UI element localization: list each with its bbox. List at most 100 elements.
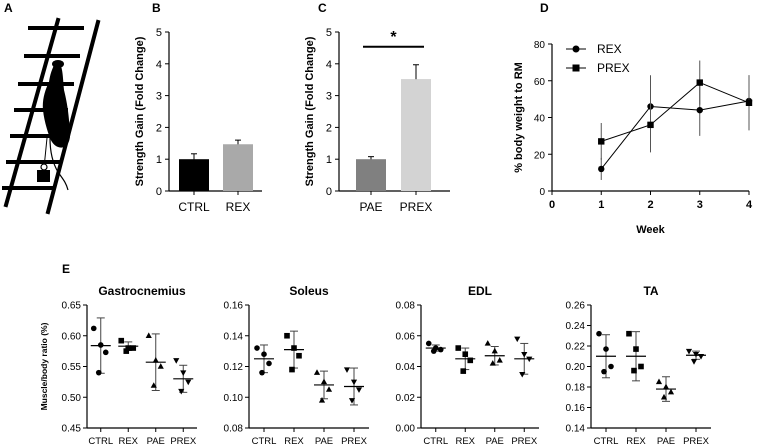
x-tick-label: PAE [359,200,382,214]
x-tick-label: REX [118,436,138,445]
data-point [603,346,609,352]
data-point [355,387,363,393]
x-tick-label: CTRL [594,436,619,445]
panel-label-b: B [152,1,161,15]
data-point [633,346,639,352]
chart-e-ta: 0.14 0.16 0.18 0.20 0.22 0.24 0.26 TA CTRL REX PAE… [566,284,711,445]
x-axis-title: Week [636,224,665,236]
x-tick-label: CTRL [88,436,113,445]
x-tick-label: 4 [746,199,753,211]
chart-e-gastrocnemius: 0.45 0.50 0.55 0.60 0.65 Gastrocnemius Muscle/… [39,284,197,445]
x-tick-label: 3 [697,199,703,211]
data-point [662,383,670,390]
legend-label-prex: PREX [597,61,630,75]
data-point [455,345,462,351]
chart-e-edl: 0.00 0.02 0.04 0.06 0.08 EDL CTRL REX PAE PREX [396,284,539,445]
data-point [90,325,97,332]
y-tick-label: 40 [534,114,546,125]
y-tick-label: 0.02 [396,393,416,404]
y-tick-label: 0.12 [224,362,244,373]
data-point [348,398,356,404]
y-tick-label: 0.60 [62,331,82,342]
data-point [631,367,637,374]
panel-label-a: A [4,1,13,15]
data-point [460,368,467,374]
y-tick-label: 0.14 [566,424,586,435]
data-point [596,330,602,337]
data-point [601,368,607,375]
y-tick-label: 20 [534,150,546,161]
y-axis-title: Strength Gain (Fold Change) [304,36,316,186]
data-point [261,351,267,358]
y-tick-label: 60 [534,77,546,88]
data-point-prex [745,99,753,106]
data-point [259,369,265,376]
y-tick-label: 0.08 [224,424,244,435]
x-tick-label: PREX [341,436,368,445]
y-tick-label: 80 [534,40,546,51]
data-point [655,378,663,385]
data-point [437,346,444,353]
data-point [489,360,496,366]
panel-label-d: D [540,1,549,15]
chart-e-soleus: 0.08 0.10 0.12 0.14 0.16 Soleus CTRL REX PAE PREX [224,284,369,445]
data-point [519,371,526,378]
data-point [289,366,295,373]
legend-marker-prex [572,64,580,72]
data-point [180,370,187,377]
data-point [526,356,533,363]
data-point [697,354,705,360]
y-tick-label: 2 [326,122,332,134]
chart-title: TA [643,284,658,298]
y-tick-label: 0.14 [224,331,244,342]
y-tick-label: 0.04 [396,362,416,373]
chart-title: Gastrocnemius [98,284,186,298]
x-tick-label: 2 [647,199,653,211]
data-point [130,345,137,351]
data-point [496,356,503,363]
x-tick-label: REX [226,200,251,214]
data-point [350,379,358,386]
y-tick-label: 0.24 [566,321,586,332]
data-point [95,369,102,376]
y-tick-label: 0 [326,186,332,198]
y-tick-label: 3 [326,91,332,103]
y-tick-label: 5 [156,27,162,39]
y-tick-label: 0.55 [62,362,82,373]
ladder-rat-illustration [2,17,101,215]
x-tick-label: CTRL [252,436,277,445]
y-axis-title: % body weight to RM [513,62,525,173]
data-point [291,345,297,351]
data-point [320,378,328,385]
x-tick-label: 1 [598,199,604,211]
data-point [284,332,290,339]
panel-label-c: C [318,1,327,15]
data-point-prex [696,79,703,86]
legend-label-rex: REX [597,42,622,56]
x-tick-label: PAE [657,436,675,445]
bar [401,79,431,191]
rat-icon [37,60,71,191]
data-point [125,345,132,351]
x-tick-label: PREX [170,436,197,445]
data-point [425,340,432,347]
data-point [150,382,157,388]
series-line-rex [600,100,750,170]
data-point [178,388,185,395]
x-tick-label: PAE [486,436,504,445]
x-tick-label: REX [455,436,475,445]
data-point-prex [598,138,605,145]
chart-title: Soleus [289,284,329,298]
data-point [118,337,125,344]
data-point [430,348,437,354]
ladder-icon [2,17,101,215]
bar [179,159,209,191]
y-axis-title: Muscle/body ratio (%) [39,322,49,410]
data-point [97,342,104,348]
y-tick-label: 0.16 [224,301,244,312]
data-point [173,358,180,364]
data-point [692,351,700,358]
data-point [318,396,326,403]
y-tick-label: 3 [156,91,162,103]
